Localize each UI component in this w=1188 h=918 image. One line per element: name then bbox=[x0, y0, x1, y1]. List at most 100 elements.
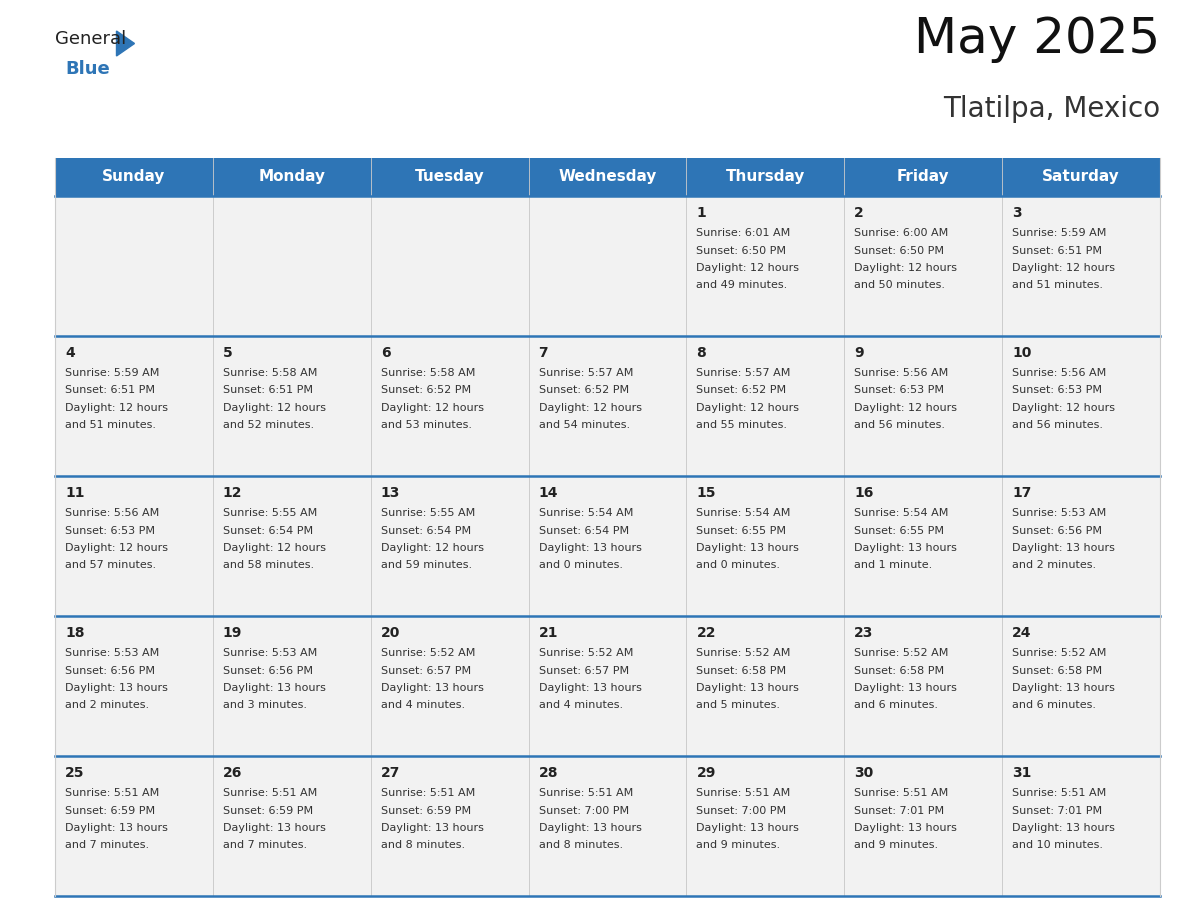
Text: and 57 minutes.: and 57 minutes. bbox=[65, 561, 156, 570]
Text: Daylight: 13 hours: Daylight: 13 hours bbox=[380, 823, 484, 833]
Text: 22: 22 bbox=[696, 626, 716, 640]
Text: Daylight: 13 hours: Daylight: 13 hours bbox=[1012, 823, 1116, 833]
Text: Sunrise: 5:53 AM: Sunrise: 5:53 AM bbox=[1012, 508, 1106, 518]
Bar bbox=[845, 756, 1003, 896]
Text: Daylight: 13 hours: Daylight: 13 hours bbox=[696, 823, 800, 833]
Text: 15: 15 bbox=[696, 486, 716, 500]
Bar bbox=[529, 756, 687, 896]
Text: Sunset: 6:56 PM: Sunset: 6:56 PM bbox=[223, 666, 312, 676]
Text: Sunset: 6:51 PM: Sunset: 6:51 PM bbox=[65, 386, 154, 396]
Bar bbox=[213, 196, 371, 336]
Text: Daylight: 13 hours: Daylight: 13 hours bbox=[538, 543, 642, 553]
Text: 16: 16 bbox=[854, 486, 873, 500]
Text: Sunrise: 5:51 AM: Sunrise: 5:51 AM bbox=[1012, 788, 1106, 798]
Bar bbox=[213, 336, 371, 476]
Text: 7: 7 bbox=[538, 346, 548, 360]
Text: Sunrise: 5:52 AM: Sunrise: 5:52 AM bbox=[538, 648, 633, 658]
Bar bbox=[371, 756, 529, 896]
Text: Blue: Blue bbox=[65, 60, 109, 78]
Text: 17: 17 bbox=[1012, 486, 1031, 500]
Text: and 58 minutes.: and 58 minutes. bbox=[223, 561, 314, 570]
Text: Sunrise: 5:57 AM: Sunrise: 5:57 AM bbox=[538, 368, 633, 378]
Text: 20: 20 bbox=[380, 626, 400, 640]
Text: and 8 minutes.: and 8 minutes. bbox=[538, 841, 623, 850]
Text: Sunset: 6:56 PM: Sunset: 6:56 PM bbox=[1012, 525, 1102, 535]
Text: Sunrise: 5:51 AM: Sunrise: 5:51 AM bbox=[696, 788, 791, 798]
Text: and 2 minutes.: and 2 minutes. bbox=[65, 700, 150, 711]
Text: Daylight: 13 hours: Daylight: 13 hours bbox=[538, 823, 642, 833]
Bar bbox=[371, 196, 529, 336]
Text: Sunrise: 5:56 AM: Sunrise: 5:56 AM bbox=[1012, 368, 1106, 378]
Text: and 53 minutes.: and 53 minutes. bbox=[380, 420, 472, 431]
Text: and 56 minutes.: and 56 minutes. bbox=[1012, 420, 1104, 431]
Text: 21: 21 bbox=[538, 626, 558, 640]
Text: Sunset: 6:59 PM: Sunset: 6:59 PM bbox=[380, 805, 470, 815]
Bar bbox=[529, 336, 687, 476]
Text: Sunset: 6:55 PM: Sunset: 6:55 PM bbox=[696, 525, 786, 535]
Text: Friday: Friday bbox=[897, 170, 949, 185]
Polygon shape bbox=[116, 31, 134, 56]
Text: Daylight: 13 hours: Daylight: 13 hours bbox=[538, 683, 642, 693]
Text: Tuesday: Tuesday bbox=[415, 170, 485, 185]
Text: and 10 minutes.: and 10 minutes. bbox=[1012, 841, 1104, 850]
Text: Sunrise: 5:58 AM: Sunrise: 5:58 AM bbox=[223, 368, 317, 378]
Text: Wednesday: Wednesday bbox=[558, 170, 657, 185]
Text: Sunrise: 6:01 AM: Sunrise: 6:01 AM bbox=[696, 228, 791, 238]
Text: Daylight: 13 hours: Daylight: 13 hours bbox=[65, 683, 168, 693]
Text: Daylight: 12 hours: Daylight: 12 hours bbox=[65, 403, 168, 413]
Text: Sunset: 6:52 PM: Sunset: 6:52 PM bbox=[380, 386, 470, 396]
Text: Sunrise: 5:53 AM: Sunrise: 5:53 AM bbox=[65, 648, 159, 658]
Text: 10: 10 bbox=[1012, 346, 1031, 360]
Text: Saturday: Saturday bbox=[1042, 170, 1120, 185]
Text: and 51 minutes.: and 51 minutes. bbox=[65, 420, 156, 431]
Text: 19: 19 bbox=[223, 626, 242, 640]
Text: Daylight: 13 hours: Daylight: 13 hours bbox=[380, 683, 484, 693]
Text: and 51 minutes.: and 51 minutes. bbox=[1012, 281, 1104, 290]
Text: Sunrise: 5:51 AM: Sunrise: 5:51 AM bbox=[538, 788, 633, 798]
Bar bbox=[529, 196, 687, 336]
Text: and 7 minutes.: and 7 minutes. bbox=[223, 841, 307, 850]
Text: Sunset: 6:51 PM: Sunset: 6:51 PM bbox=[1012, 245, 1102, 255]
Text: Daylight: 13 hours: Daylight: 13 hours bbox=[854, 683, 958, 693]
Text: 30: 30 bbox=[854, 766, 873, 780]
Text: 9: 9 bbox=[854, 346, 864, 360]
Text: Sunset: 6:50 PM: Sunset: 6:50 PM bbox=[696, 245, 786, 255]
Bar bbox=[371, 336, 529, 476]
Text: Sunset: 7:00 PM: Sunset: 7:00 PM bbox=[696, 805, 786, 815]
Bar bbox=[371, 616, 529, 756]
Text: Sunrise: 6:00 AM: Sunrise: 6:00 AM bbox=[854, 228, 948, 238]
Text: Daylight: 13 hours: Daylight: 13 hours bbox=[696, 543, 800, 553]
Text: and 5 minutes.: and 5 minutes. bbox=[696, 700, 781, 711]
Text: Sunset: 6:50 PM: Sunset: 6:50 PM bbox=[854, 245, 944, 255]
Text: May 2025: May 2025 bbox=[914, 15, 1159, 63]
Text: Sunset: 7:01 PM: Sunset: 7:01 PM bbox=[854, 805, 944, 815]
Text: Sunrise: 5:51 AM: Sunrise: 5:51 AM bbox=[65, 788, 159, 798]
Text: and 4 minutes.: and 4 minutes. bbox=[380, 700, 465, 711]
Text: 12: 12 bbox=[223, 486, 242, 500]
Text: 13: 13 bbox=[380, 486, 400, 500]
Text: Sunrise: 5:57 AM: Sunrise: 5:57 AM bbox=[696, 368, 791, 378]
Bar bbox=[529, 616, 687, 756]
Bar bbox=[55, 196, 213, 336]
Text: Sunrise: 5:51 AM: Sunrise: 5:51 AM bbox=[380, 788, 475, 798]
Text: Sunset: 6:53 PM: Sunset: 6:53 PM bbox=[1012, 386, 1102, 396]
Text: 14: 14 bbox=[538, 486, 558, 500]
Text: and 59 minutes.: and 59 minutes. bbox=[380, 561, 472, 570]
Text: 28: 28 bbox=[538, 766, 558, 780]
Text: and 6 minutes.: and 6 minutes. bbox=[854, 700, 939, 711]
Bar bbox=[1003, 616, 1159, 756]
Text: Daylight: 12 hours: Daylight: 12 hours bbox=[223, 403, 326, 413]
Text: 6: 6 bbox=[380, 346, 391, 360]
Text: and 54 minutes.: and 54 minutes. bbox=[538, 420, 630, 431]
Bar bbox=[845, 196, 1003, 336]
Text: Daylight: 12 hours: Daylight: 12 hours bbox=[696, 263, 800, 273]
Text: and 9 minutes.: and 9 minutes. bbox=[854, 841, 939, 850]
Text: and 7 minutes.: and 7 minutes. bbox=[65, 841, 150, 850]
Text: Monday: Monday bbox=[258, 170, 326, 185]
Text: and 56 minutes.: and 56 minutes. bbox=[854, 420, 946, 431]
Text: 23: 23 bbox=[854, 626, 873, 640]
Text: 8: 8 bbox=[696, 346, 706, 360]
Bar bbox=[687, 616, 845, 756]
Text: and 4 minutes.: and 4 minutes. bbox=[538, 700, 623, 711]
Text: Sunrise: 5:51 AM: Sunrise: 5:51 AM bbox=[223, 788, 317, 798]
